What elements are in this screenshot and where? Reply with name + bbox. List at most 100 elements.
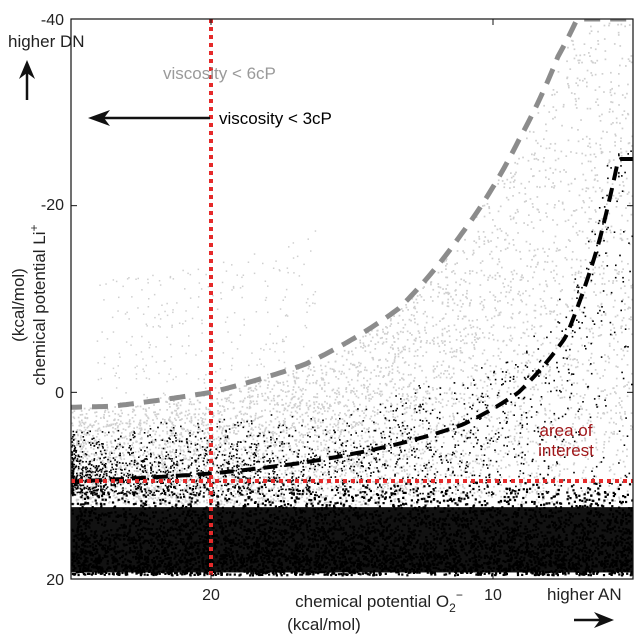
data-point-6cp — [197, 461, 200, 464]
data-point-6cp — [232, 443, 234, 446]
data-point-6cp — [430, 428, 433, 430]
data-point-6cp — [631, 195, 633, 197]
data-point-6cp — [205, 465, 207, 467]
data-point-6cp — [290, 411, 293, 414]
data-point-6cp — [327, 407, 330, 409]
data-point-6cp — [463, 470, 466, 473]
data-point-6cp — [385, 426, 388, 429]
data-point-6cp — [569, 395, 571, 398]
data-point-6cp — [630, 286, 633, 289]
data-point-6cp — [157, 463, 159, 466]
data-point-6cp — [516, 489, 519, 492]
data-point-6cp — [562, 387, 564, 390]
data-point-6cp — [435, 398, 438, 400]
data-point-6cp — [322, 496, 325, 499]
data-point-6cp — [141, 502, 143, 505]
data-point-6cp — [627, 83, 629, 86]
data-point-6cp — [281, 404, 284, 406]
data-point-6cp — [390, 448, 393, 451]
data-point-6cp — [220, 500, 223, 503]
data-point-6cp — [169, 406, 171, 408]
data-point-6cp — [302, 370, 304, 372]
data-point-6cp — [582, 138, 584, 140]
data-point-6cp — [182, 503, 185, 506]
data-point-6cp — [355, 463, 358, 466]
data-point-6cp — [145, 413, 147, 416]
data-point-6cp — [372, 441, 375, 444]
data-point-6cp — [304, 453, 307, 456]
data-point-6cp — [402, 327, 405, 329]
data-point-6cp — [457, 474, 459, 477]
data-point-6cp — [612, 159, 615, 161]
data-point-6cp — [168, 418, 171, 420]
data-point-6cp — [206, 458, 209, 460]
data-point-6cp — [508, 441, 510, 443]
data-point-6cp — [589, 238, 592, 241]
data-point-6cp — [418, 332, 421, 334]
data-point-6cp — [446, 305, 449, 307]
data-point-6cp — [398, 314, 401, 317]
data-point-6cp — [314, 396, 317, 399]
data-point-6cp — [109, 488, 112, 491]
data-point-6cp — [182, 454, 185, 456]
data-point-6cp — [618, 84, 620, 87]
data-point-6cp — [540, 145, 542, 148]
data-point-6cp — [406, 455, 409, 458]
data-point-6cp — [592, 229, 594, 231]
data-point-6cp — [432, 365, 435, 368]
data-point-6cp — [404, 499, 407, 501]
data-point-6cp — [575, 209, 578, 211]
data-point-6cp — [404, 348, 406, 351]
data-point-6cp — [128, 423, 131, 425]
data-point-6cp — [324, 365, 327, 368]
data-point-6cp — [500, 467, 503, 470]
data-point-6cp — [471, 341, 473, 344]
data-point-6cp — [310, 464, 312, 467]
data-point-6cp — [525, 345, 528, 347]
data-point-6cp — [431, 387, 434, 389]
data-point-6cp — [360, 384, 363, 387]
data-point-6cp — [120, 409, 123, 412]
data-point-6cp — [293, 475, 295, 477]
data-point-6cp — [140, 497, 142, 500]
data-point-6cp — [308, 365, 310, 368]
data-point-6cp — [153, 489, 156, 492]
data-point-6cp — [388, 370, 391, 373]
data-point-6cp — [582, 471, 584, 474]
data-point-6cp — [392, 362, 394, 365]
data-point-6cp — [172, 471, 175, 474]
data-point-6cp — [454, 402, 457, 405]
data-point-6cp — [137, 433, 140, 435]
data-point-6cp — [624, 411, 626, 413]
data-point-6cp — [510, 286, 512, 289]
data-point-6cp — [233, 444, 235, 446]
data-point-6cp — [572, 423, 574, 425]
data-point-6cp — [602, 130, 604, 133]
data-point-6cp — [579, 276, 582, 278]
data-point-6cp — [563, 396, 566, 399]
data-point-6cp — [567, 46, 569, 49]
data-point-6cp — [169, 441, 172, 444]
data-point-6cp — [528, 373, 530, 375]
data-point-6cp — [511, 443, 514, 445]
data-point-6cp — [283, 464, 286, 466]
data-point-6cp — [112, 492, 115, 494]
data-point-6cp — [190, 420, 193, 422]
data-point-6cp — [253, 462, 256, 465]
data-point-6cp — [394, 353, 396, 355]
data-point-6cp — [238, 489, 241, 492]
data-point-6cp — [240, 448, 243, 451]
data-point-6cp — [527, 450, 529, 453]
data-point-6cp — [513, 326, 516, 329]
data-point-6cp — [250, 484, 253, 486]
data-point-6cp — [453, 372, 455, 375]
data-point-6cp — [469, 462, 471, 464]
data-point-6cp — [179, 404, 182, 407]
data-point-6cp — [208, 433, 210, 435]
data-point-6cp — [581, 162, 583, 165]
data-point-6cp — [435, 323, 438, 326]
data-point-6cp — [114, 413, 117, 415]
data-point-6cp — [604, 314, 607, 316]
data-point-6cp — [460, 278, 463, 281]
data-point-6cp — [597, 30, 599, 33]
